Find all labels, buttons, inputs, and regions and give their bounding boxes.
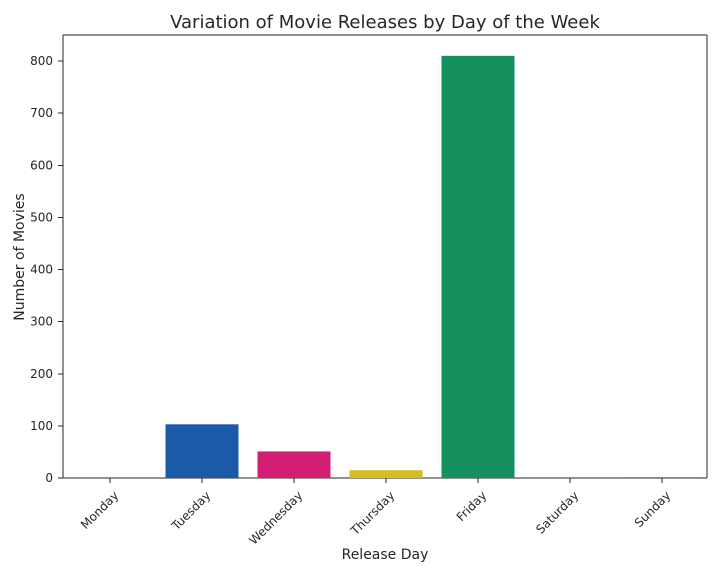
y-tick-label-800: 800 <box>30 54 53 68</box>
y-ticks: 0 100 200 300 400 500 600 700 800 <box>30 54 63 485</box>
x-axis-label: Release Day <box>342 547 429 563</box>
x-tick-label-sunday: Sunday <box>632 488 674 530</box>
bar-friday <box>441 55 515 479</box>
y-tick-label-100: 100 <box>30 419 53 433</box>
y-tick-label-700: 700 <box>30 106 53 120</box>
y-tick-label-500: 500 <box>30 210 53 224</box>
bar-wednesday <box>257 451 331 478</box>
y-tick-label-0: 0 <box>45 471 53 485</box>
x-ticks: Monday Tuesday Wednesday Thursday Friday Satu… <box>78 478 673 547</box>
y-tick-label-400: 400 <box>30 263 53 277</box>
bar-tuesday <box>165 424 239 478</box>
x-tick-label-monday: Monday <box>78 488 121 531</box>
bar-sunday <box>625 476 699 478</box>
bars <box>165 55 699 479</box>
chart-title: Variation of Movie Releases by Day of th… <box>170 12 600 33</box>
x-tick-label-thursday: Thursday <box>347 488 397 538</box>
y-tick-label-300: 300 <box>30 315 53 329</box>
y-tick-label-200: 200 <box>30 367 53 381</box>
y-axis-label: Number of Movies <box>12 193 28 320</box>
plot-area: 0 100 200 300 400 500 600 700 800 Monday Tuesday W… <box>30 34 708 547</box>
x-tick-label-tuesday: Tuesday <box>168 488 213 533</box>
x-tick-label-saturday: Saturday <box>533 488 581 536</box>
x-tick-label-wednesday: Wednesday <box>246 488 305 547</box>
bar-thursday <box>349 470 423 478</box>
x-tick-label-friday: Friday <box>454 488 490 524</box>
y-tick-label-600: 600 <box>30 158 53 172</box>
